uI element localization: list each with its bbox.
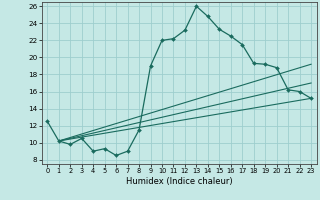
X-axis label: Humidex (Indice chaleur): Humidex (Indice chaleur)	[126, 177, 233, 186]
